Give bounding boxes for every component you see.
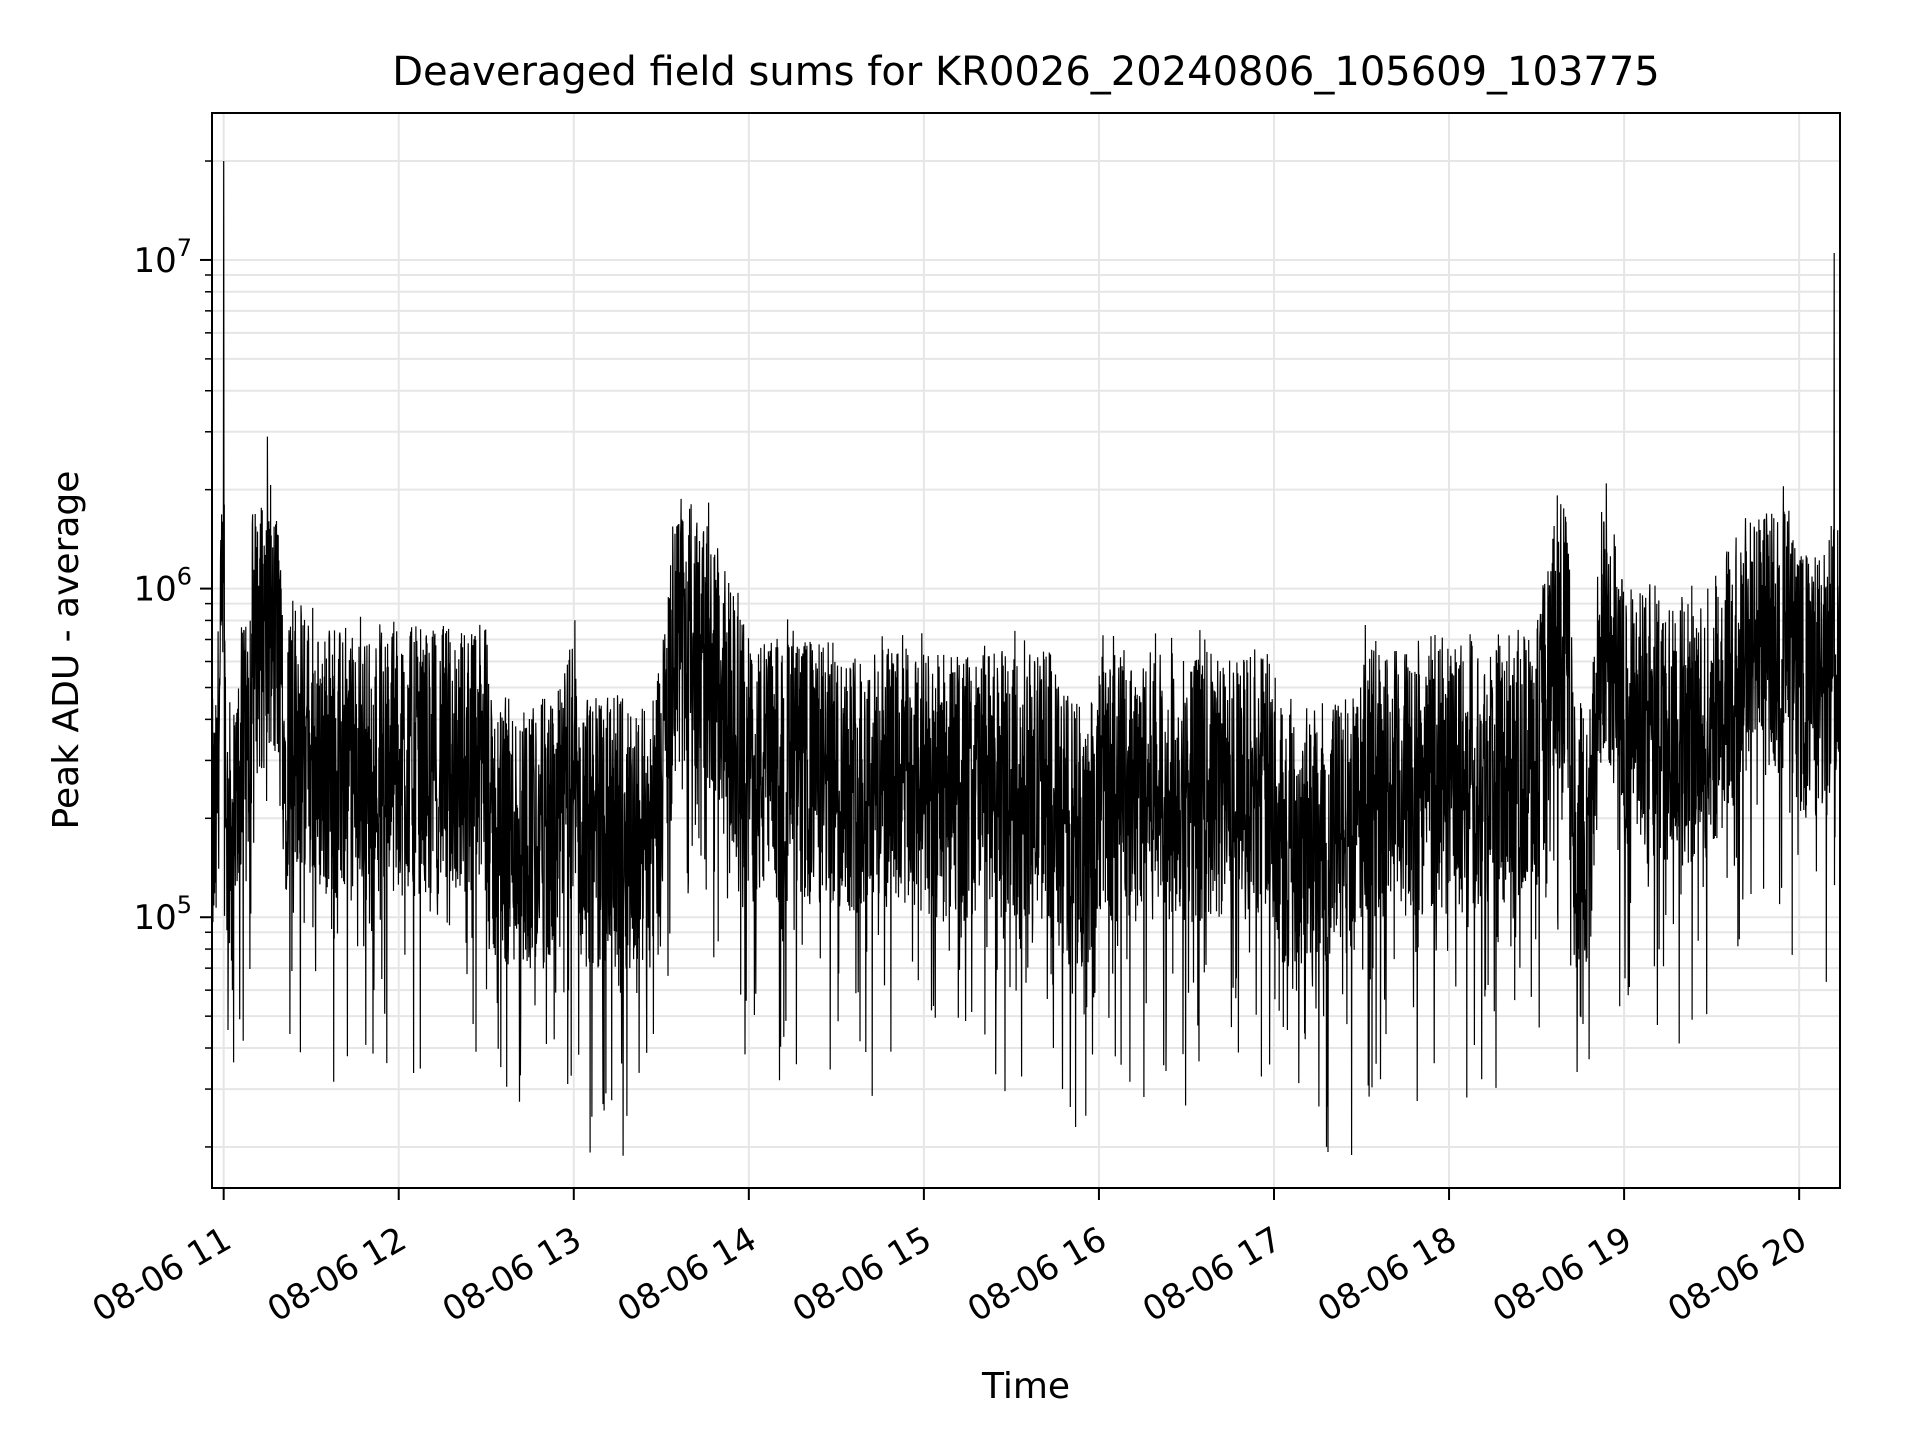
x-axis-label: Time (981, 1366, 1070, 1407)
y-tick-label: 106 (133, 563, 192, 610)
y-axis-label: Peak ADU - average (46, 471, 87, 830)
series-line (212, 160, 1840, 1156)
y-tick-label: 107 (133, 234, 192, 281)
series-layer (212, 160, 1840, 1156)
plot-area-frame (211, 112, 1841, 1189)
y-tick-label: 105 (133, 891, 192, 938)
chart-title: Deaveraged field sums for KR0026_2024080… (392, 49, 1660, 95)
